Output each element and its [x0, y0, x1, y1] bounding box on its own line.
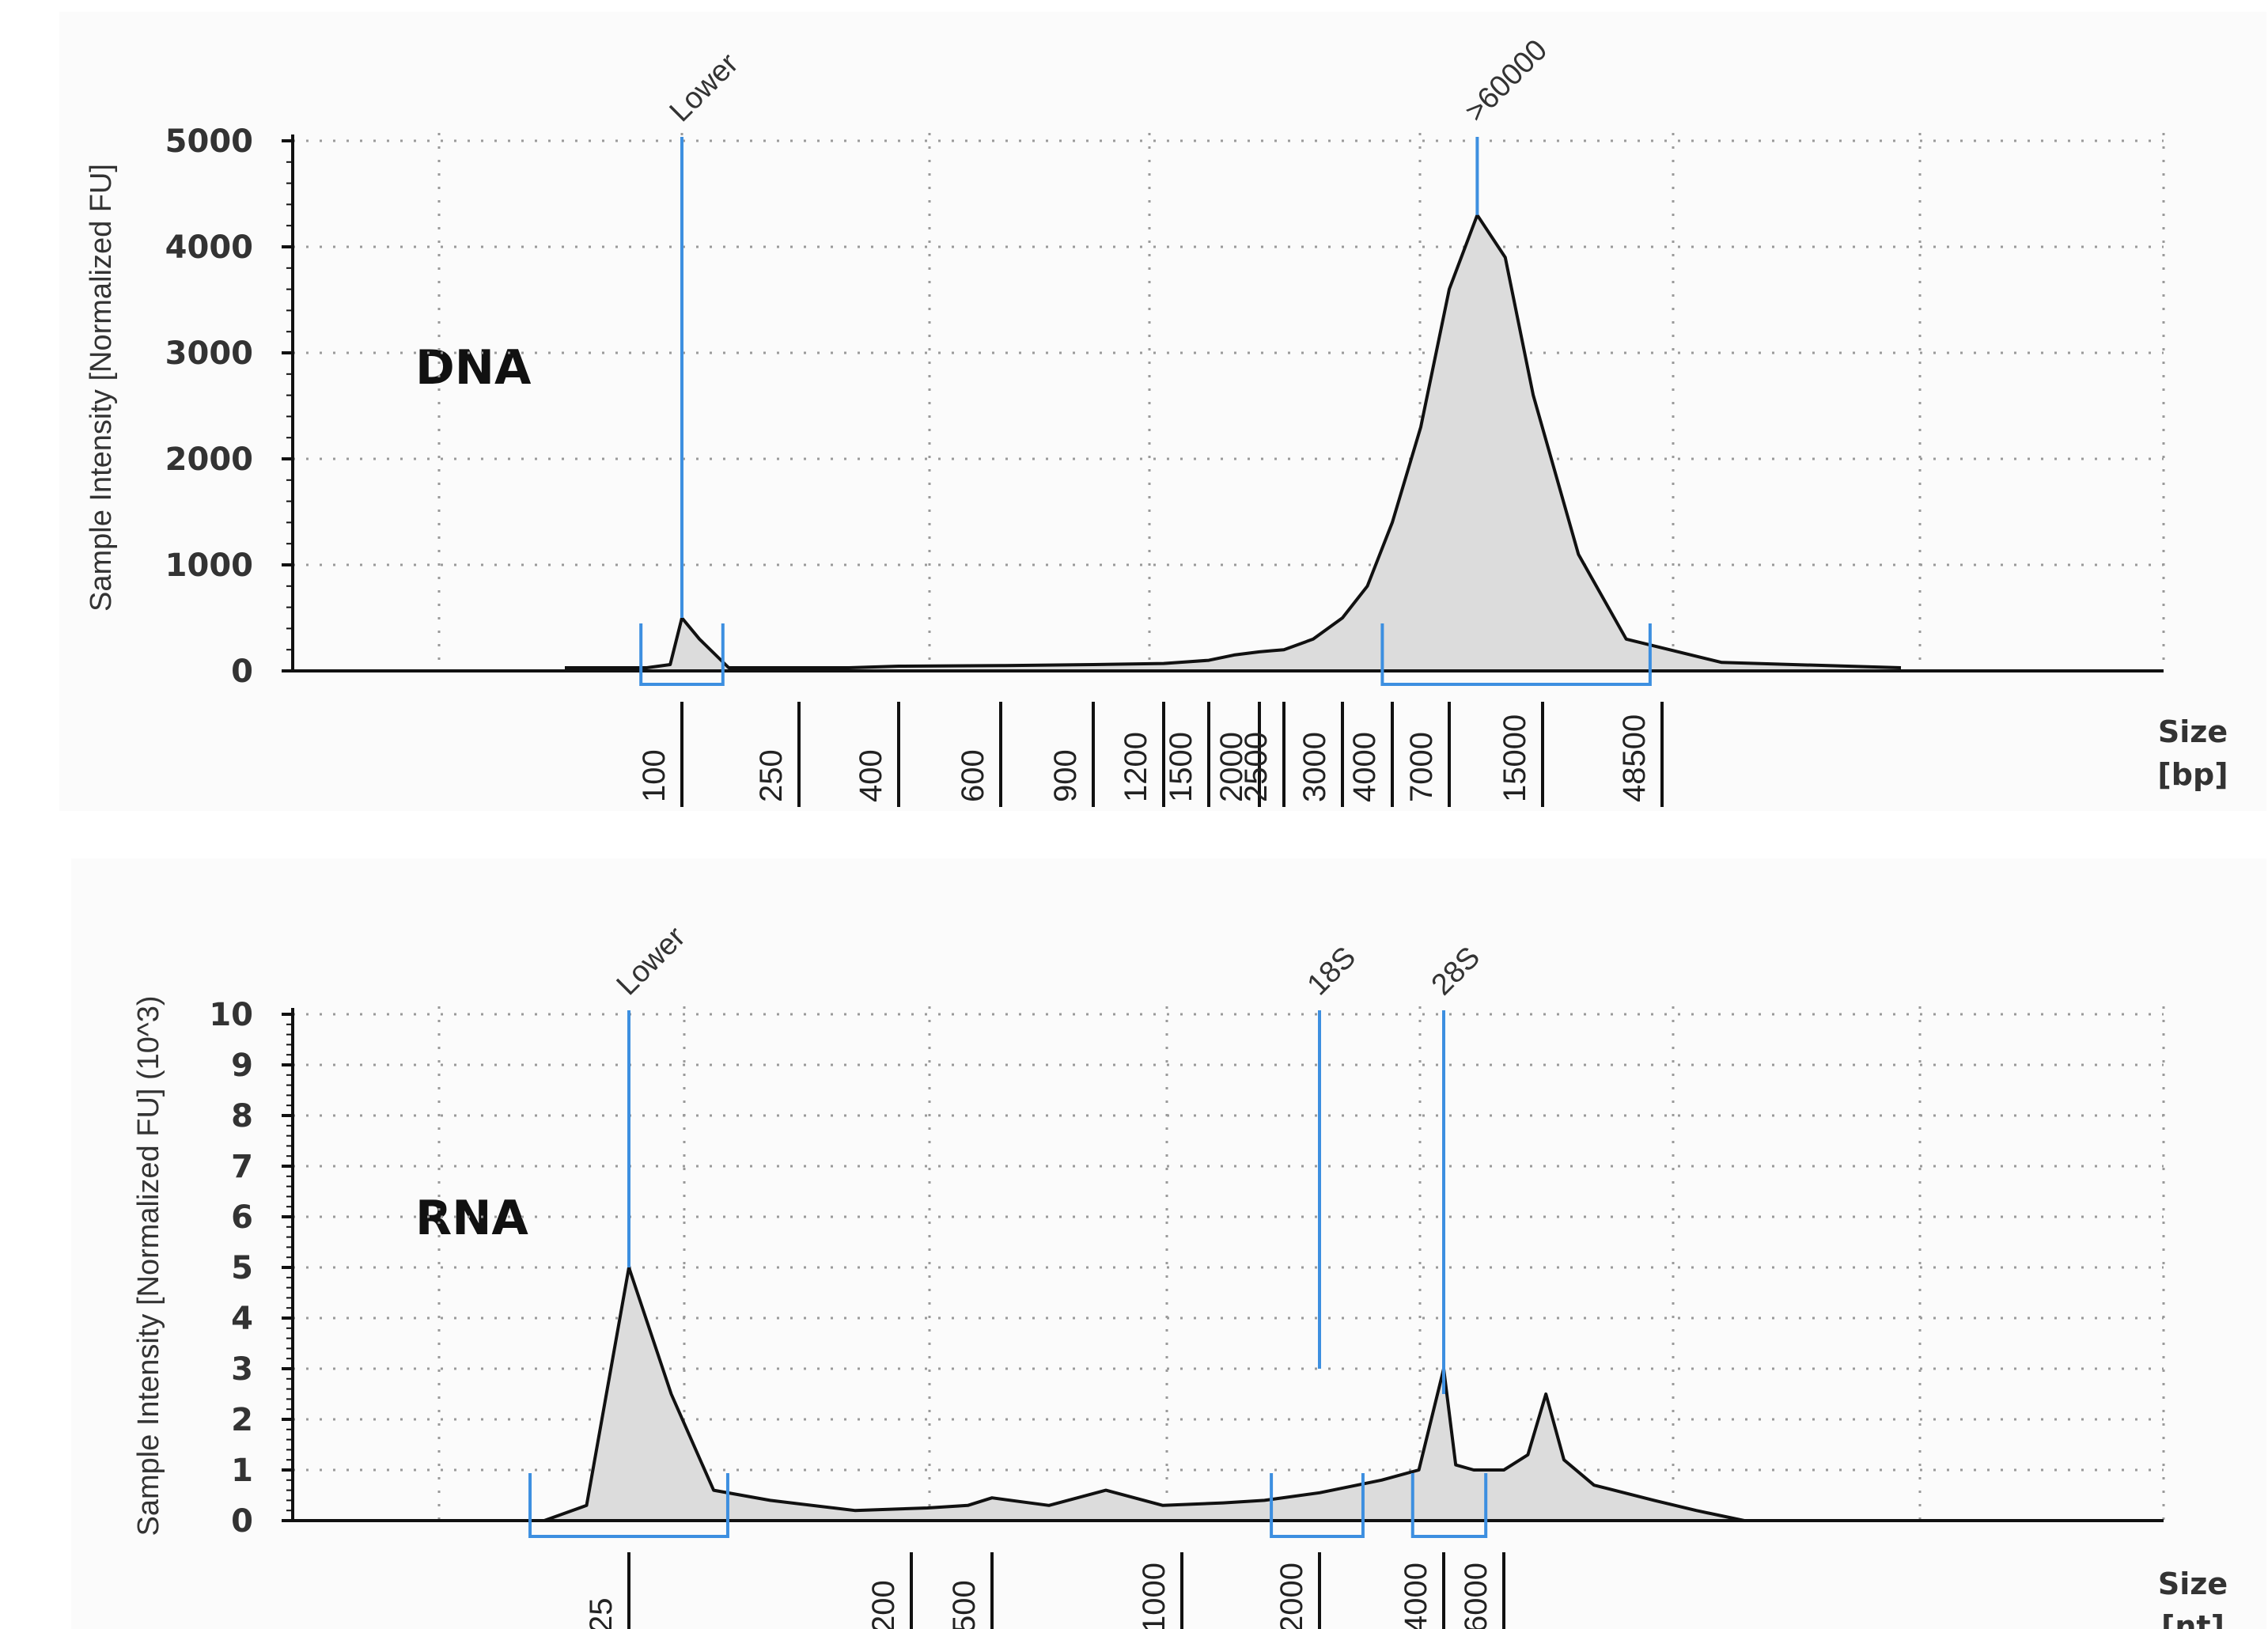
- rna-y-tick-label: 4: [231, 1301, 253, 1337]
- rna-y-axis-label: Sample Intensity [Normalized FU] (10^3): [132, 995, 165, 1536]
- rna-peak-bracket: [1270, 1473, 1365, 1538]
- dna-peak-bracket: [1380, 623, 1652, 686]
- rna-panel-label: RNA: [415, 1191, 528, 1246]
- dna-panel-background: [59, 12, 2266, 811]
- rna-y-tick-label: 1: [231, 1453, 253, 1489]
- dna-trace-area: [565, 214, 1901, 671]
- dna-peak-bracket: [639, 623, 725, 686]
- rna-y-tick-label: 9: [231, 1047, 253, 1084]
- rna-y-tick-label: 5: [231, 1250, 253, 1286]
- rna-peak-bracket: [528, 1473, 729, 1538]
- dna-y-tick-label: 0: [231, 653, 253, 690]
- dna-ladder-label: 1200: [1119, 732, 1153, 802]
- dna-ladder-label: 1500: [1164, 732, 1198, 802]
- dna-y-tick-label: 1000: [165, 547, 253, 584]
- rna-y-tick-label: 2: [231, 1402, 253, 1438]
- dna-ladder-label: 250: [754, 749, 789, 802]
- rna-ladder-label: 25: [584, 1598, 619, 1629]
- dna-y-tick-label: 4000: [165, 229, 253, 266]
- dna-y-tick-label: 3000: [165, 335, 253, 372]
- dna-ladder-label: 2500: [1239, 732, 1274, 802]
- rna-ladder-label: 200: [866, 1580, 901, 1629]
- dna-ladder-label: 4000: [1347, 732, 1382, 802]
- rna-ladder-label: 500: [947, 1580, 982, 1629]
- dna-ladder-label: 900: [1048, 749, 1083, 802]
- dna-ladder-label: 3000: [1297, 732, 1332, 802]
- dna-ladder-label: 100: [637, 749, 672, 802]
- dna-size-label: Size: [2158, 714, 2228, 749]
- rna-ladder-label: 4000: [1399, 1563, 1433, 1629]
- rna-y-tick-label: 7: [231, 1149, 253, 1185]
- rna-y-tick-label: 0: [231, 1503, 253, 1540]
- dna-ladder-label: 2000: [1214, 732, 1249, 802]
- dna-y-tick-label: 5000: [165, 123, 253, 160]
- rna-trace-line: [346, 1266, 1834, 1522]
- dna-panel-label: DNA: [415, 340, 532, 396]
- rna-y-tick-label: 6: [231, 1199, 253, 1236]
- dna-size-unit: [bp]: [2157, 757, 2228, 792]
- rna-y-tick-label: 3: [231, 1351, 253, 1388]
- rna-size-label: Size: [2158, 1566, 2228, 1601]
- dna-ladder-label: 600: [956, 749, 990, 802]
- dna-ladder-label: 48500: [1617, 714, 1652, 802]
- rna-size-unit: [nt]: [2161, 1609, 2224, 1629]
- rna-ladder-label: 2000: [1274, 1563, 1309, 1629]
- dna-y-tick-label: 2000: [165, 441, 253, 478]
- rna-ladder-label: 1000: [1137, 1563, 1172, 1629]
- dna-ladder-label: 15000: [1497, 714, 1532, 802]
- rna-peak-bracket: [1410, 1473, 1488, 1538]
- rna-trace-area: [346, 1267, 1834, 1521]
- rna-panel-background: [71, 858, 2266, 1629]
- rna-ladder-label: 6000: [1459, 1563, 1494, 1629]
- rna-y-tick-label: 8: [231, 1098, 253, 1135]
- rna-y-tick-label: 10: [209, 997, 253, 1033]
- dna-y-axis-label: Sample Intensity [Normalized FU]: [85, 164, 118, 612]
- dna-ladder-label: 400: [854, 749, 888, 802]
- dna-ladder-label: 7000: [1404, 732, 1439, 802]
